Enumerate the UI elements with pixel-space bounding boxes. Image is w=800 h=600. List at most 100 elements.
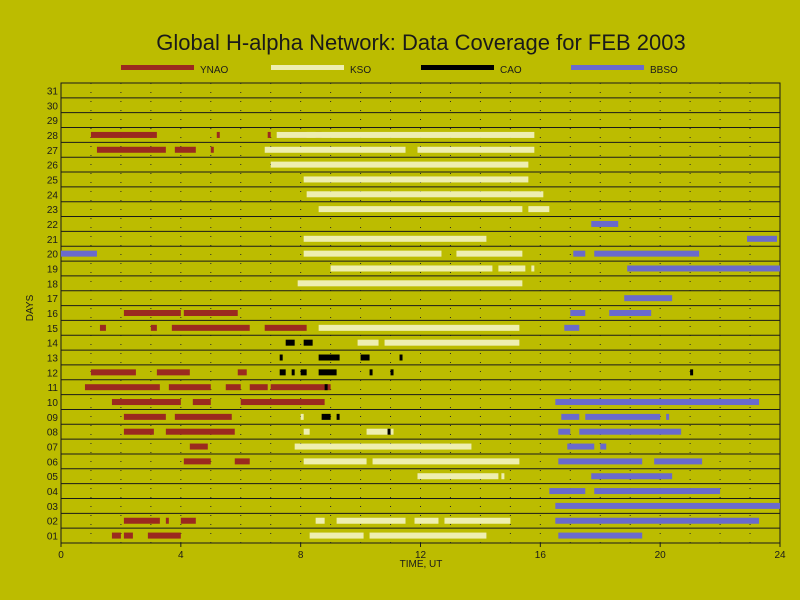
coverage-bar <box>168 384 211 391</box>
coverage-bar <box>558 458 643 465</box>
coverage-bar <box>165 428 235 435</box>
coverage-bar <box>306 191 544 198</box>
day-rows <box>61 97 780 529</box>
legend-label: CAO <box>500 65 522 76</box>
coverage-bar <box>96 146 166 153</box>
coverage-bar <box>300 369 307 376</box>
coverage-bar <box>216 131 220 138</box>
y-tick-label: 18 <box>47 279 59 290</box>
coverage-bar <box>369 369 373 376</box>
legend-label: YNAO <box>200 65 229 76</box>
y-tick-label: 25 <box>47 175 59 186</box>
coverage-bar <box>321 413 331 420</box>
coverage-bar <box>237 369 247 376</box>
legend: YNAO KSO CAO BBSO <box>121 65 678 76</box>
coverage-bar <box>171 324 250 331</box>
coverage-bar <box>600 443 607 450</box>
y-tick-labels: 01 02 03 04 05 06 07 08 09 10 11 12 13 14 15 16 17 18 19 20… <box>47 86 59 542</box>
coverage-bar <box>111 399 181 406</box>
coverage-bar <box>591 473 673 480</box>
x-tick-label: 8 <box>298 550 304 561</box>
coverage-bar <box>264 324 307 331</box>
coverage-bar <box>399 354 403 361</box>
coverage-bar <box>267 131 271 138</box>
y-tick-label: 23 <box>47 205 59 216</box>
y-tick-label: 28 <box>47 131 59 142</box>
y-tick-label: 16 <box>47 309 59 320</box>
coverage-bar <box>501 473 505 480</box>
coverage-bar <box>249 384 268 391</box>
coverage-bar <box>303 176 529 183</box>
y-tick-label: 04 <box>47 487 59 498</box>
coverage-bar <box>666 413 670 420</box>
legend-swatch <box>121 65 194 70</box>
coverage-bar <box>291 369 295 376</box>
coverage-bar <box>123 413 166 420</box>
coverage-bar <box>240 399 325 406</box>
y-tick-label: 08 <box>47 428 59 439</box>
coverage-bar <box>573 250 586 257</box>
y-tick-label: 11 <box>48 383 59 394</box>
coverage-bar <box>318 369 337 376</box>
coverage-bar <box>417 473 499 480</box>
coverage-bar <box>303 235 487 242</box>
y-axis-label: DAYS <box>25 294 36 321</box>
coverage-bar <box>558 532 643 539</box>
coverage-bar <box>285 339 295 346</box>
coverage-bar <box>369 532 487 539</box>
coverage-bar <box>294 443 472 450</box>
y-tick-label: 21 <box>47 235 59 246</box>
coverage-bar <box>528 206 550 213</box>
coverage-bar <box>309 532 364 539</box>
coverage-bar <box>594 250 700 257</box>
x-tick-labels: 0 4 8 12 16 20 24 <box>58 543 786 561</box>
y-tick-label: 03 <box>47 502 59 513</box>
coverage-bar <box>555 399 760 406</box>
coverage-bar <box>747 235 778 242</box>
coverage-bar <box>627 265 780 272</box>
x-tick-label: 0 <box>58 550 64 561</box>
coverage-bar <box>330 265 493 272</box>
coverage-bar <box>594 488 721 495</box>
y-tick-label: 22 <box>47 220 59 231</box>
y-tick-label: 31 <box>47 86 59 97</box>
coverage-bar <box>444 517 511 524</box>
coverage-bar <box>624 295 673 302</box>
y-tick-label: 09 <box>47 413 59 424</box>
coverage-bar <box>654 458 703 465</box>
coverage-bar <box>183 310 238 316</box>
coverage-bar <box>417 146 535 153</box>
coverage-bar <box>579 428 682 435</box>
x-tick-label: 24 <box>774 550 786 561</box>
y-tick-label: 26 <box>47 161 59 172</box>
legend-swatch <box>421 65 494 70</box>
coverage-bar <box>192 399 211 406</box>
x-tick-label: 4 <box>178 550 184 561</box>
coverage-bar <box>570 310 586 316</box>
y-tick-label: 24 <box>47 190 59 201</box>
coverage-bar <box>303 428 310 435</box>
coverage-bar <box>390 369 394 376</box>
coverage-bar <box>123 310 181 316</box>
coverage-bar <box>270 161 529 168</box>
coverage-bar <box>609 310 652 316</box>
coverage-bar <box>549 488 586 495</box>
coverage-bar <box>555 502 780 509</box>
coverage-bar <box>90 131 157 138</box>
coverage-bar <box>189 443 208 450</box>
coverage-bar <box>165 517 169 524</box>
coverage-bar <box>498 265 526 272</box>
coverage-bar <box>555 517 760 524</box>
y-tick-label: 06 <box>47 457 59 468</box>
coverage-bar <box>591 220 619 227</box>
y-tick-label: 12 <box>47 368 59 379</box>
coverage-bar <box>303 339 313 346</box>
coverage-bar <box>156 369 190 376</box>
y-tick-label: 20 <box>47 250 59 261</box>
coverage-bar <box>414 517 439 524</box>
coverage-bar <box>270 384 331 391</box>
coverage-bar <box>357 339 379 346</box>
coverage-bar <box>279 354 283 361</box>
coverage-bar <box>384 339 520 346</box>
